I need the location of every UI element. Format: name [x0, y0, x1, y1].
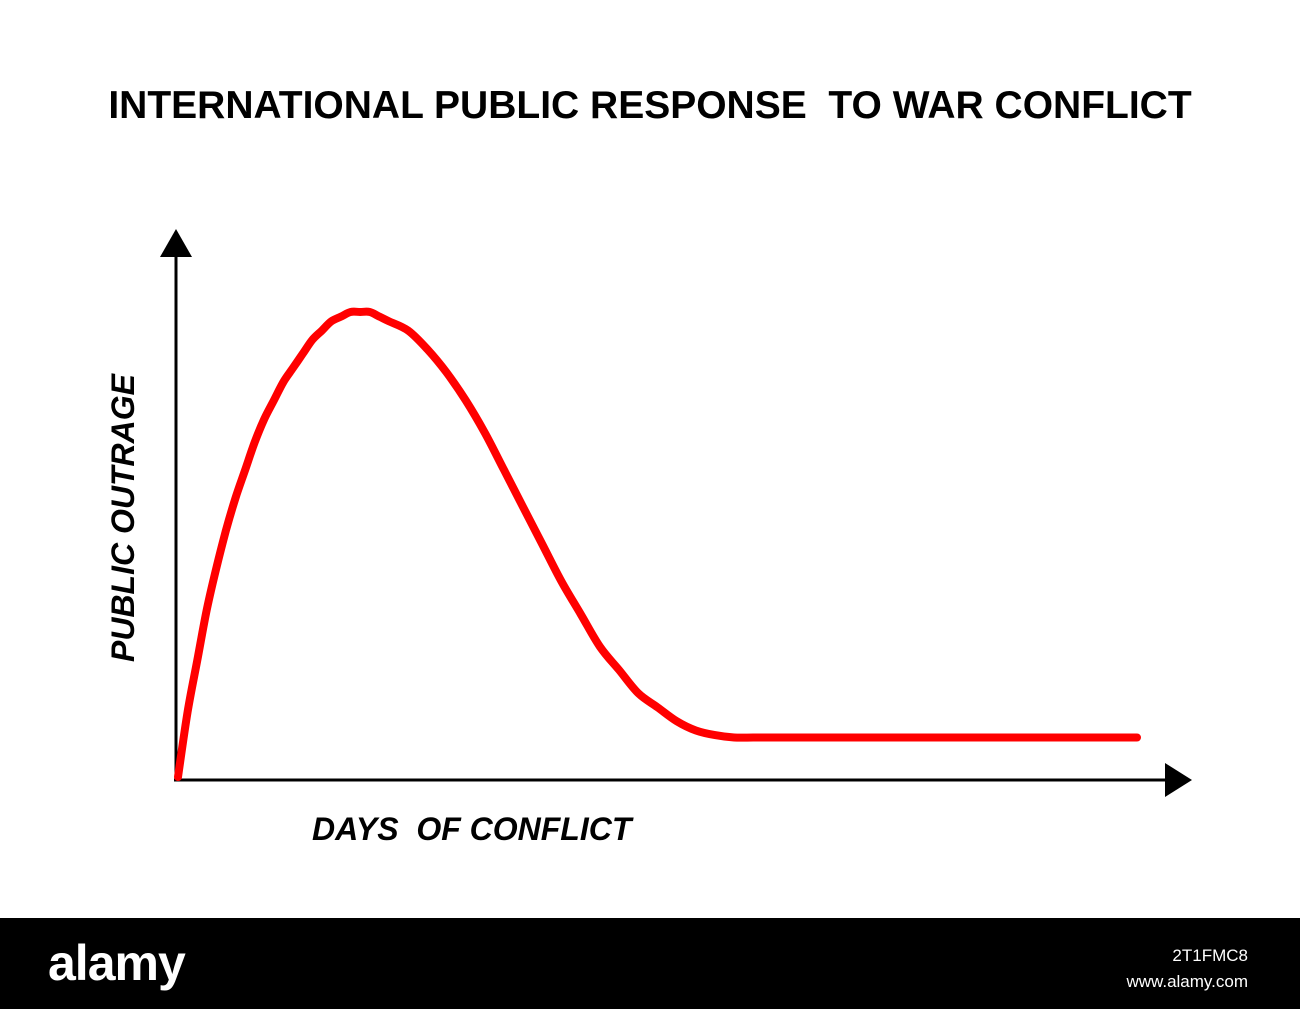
- y-axis-label: PUBLIC OUTRAGE: [105, 372, 141, 662]
- watermark-logo: alamy: [48, 935, 186, 991]
- chart-plot: DAYS OF CONFLICT PUBLIC OUTRAGE: [105, 229, 1192, 847]
- x-axis-arrow: [1165, 763, 1192, 797]
- series-line: [174, 307, 1141, 781]
- x-axis: [174, 763, 1192, 797]
- watermark-image-id: 2T1FMC8: [1172, 946, 1248, 965]
- chart-title: INTERNATIONAL PUBLIC RESPONSE TO WAR CON…: [108, 84, 1192, 127]
- watermark-url: www.alamy.com: [1126, 972, 1248, 991]
- y-axis: [160, 229, 192, 780]
- x-axis-label: DAYS OF CONFLICT: [312, 811, 634, 847]
- watermark-bar: alamy 2T1FMC8 www.alamy.com: [0, 918, 1300, 1009]
- y-axis-arrow: [160, 229, 192, 257]
